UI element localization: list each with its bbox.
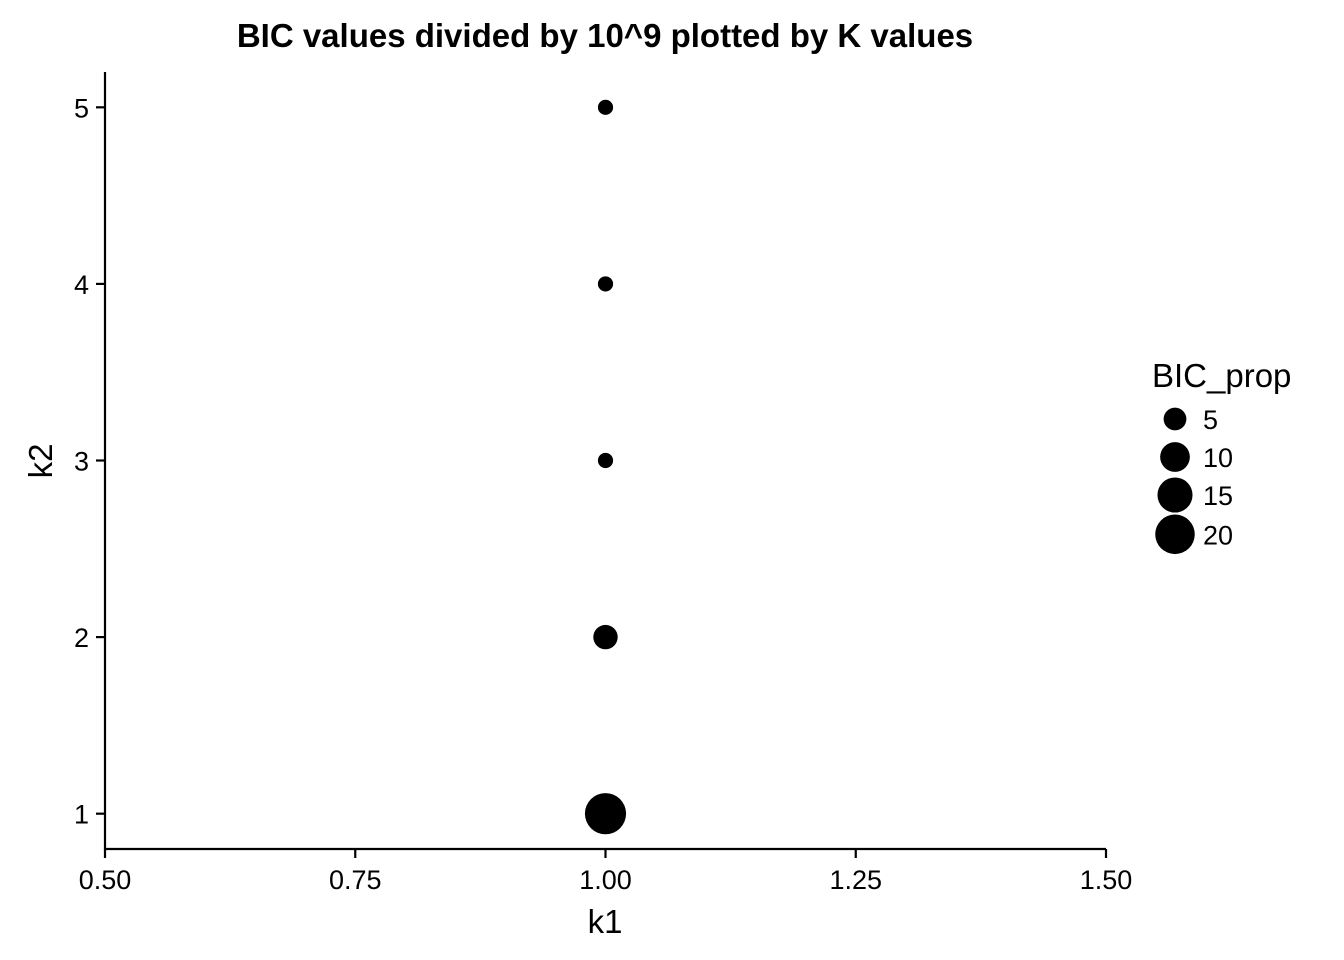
legend-label: 5 bbox=[1203, 405, 1218, 435]
x-tick-label: 0.50 bbox=[79, 865, 132, 895]
x-tick-label: 1.50 bbox=[1080, 865, 1133, 895]
legend-key bbox=[1157, 477, 1193, 513]
data-point bbox=[584, 793, 627, 835]
y-tick-label: 5 bbox=[74, 93, 89, 123]
legend-entries: 5 10 15 20 bbox=[1155, 405, 1233, 555]
y-tick-label: 1 bbox=[74, 800, 89, 830]
x-tick-label: 0.75 bbox=[329, 865, 382, 895]
y-tick-label: 2 bbox=[74, 623, 89, 653]
data-point bbox=[597, 452, 614, 469]
x-tick-label: 1.25 bbox=[829, 865, 882, 895]
data-points bbox=[584, 99, 627, 835]
data-point bbox=[597, 276, 614, 292]
y-tick-label: 3 bbox=[74, 447, 89, 477]
data-point bbox=[597, 99, 614, 115]
x-axis-title: k1 bbox=[588, 903, 623, 940]
legend-key bbox=[1155, 514, 1195, 555]
legend-title: BIC_prop bbox=[1152, 357, 1291, 394]
x-tick-label: 1.00 bbox=[579, 865, 632, 895]
legend-label: 15 bbox=[1203, 481, 1233, 511]
size-legend: BIC_prop 5 10 15 20 bbox=[1152, 357, 1291, 555]
legend-label: 10 bbox=[1203, 443, 1233, 473]
y-tick-label: 4 bbox=[74, 270, 89, 300]
legend-key bbox=[1163, 407, 1187, 431]
legend-label: 20 bbox=[1203, 520, 1233, 550]
x-axis-ticks: 0.50 0.75 1.00 1.25 1.50 bbox=[79, 849, 1133, 895]
y-axis-ticks: 1 2 3 4 5 bbox=[74, 93, 105, 830]
legend-key bbox=[1160, 442, 1190, 472]
chart-title: BIC values divided by 10^9 plotted by K … bbox=[237, 17, 973, 54]
y-axis-title: k2 bbox=[22, 444, 59, 479]
data-point bbox=[593, 624, 618, 650]
